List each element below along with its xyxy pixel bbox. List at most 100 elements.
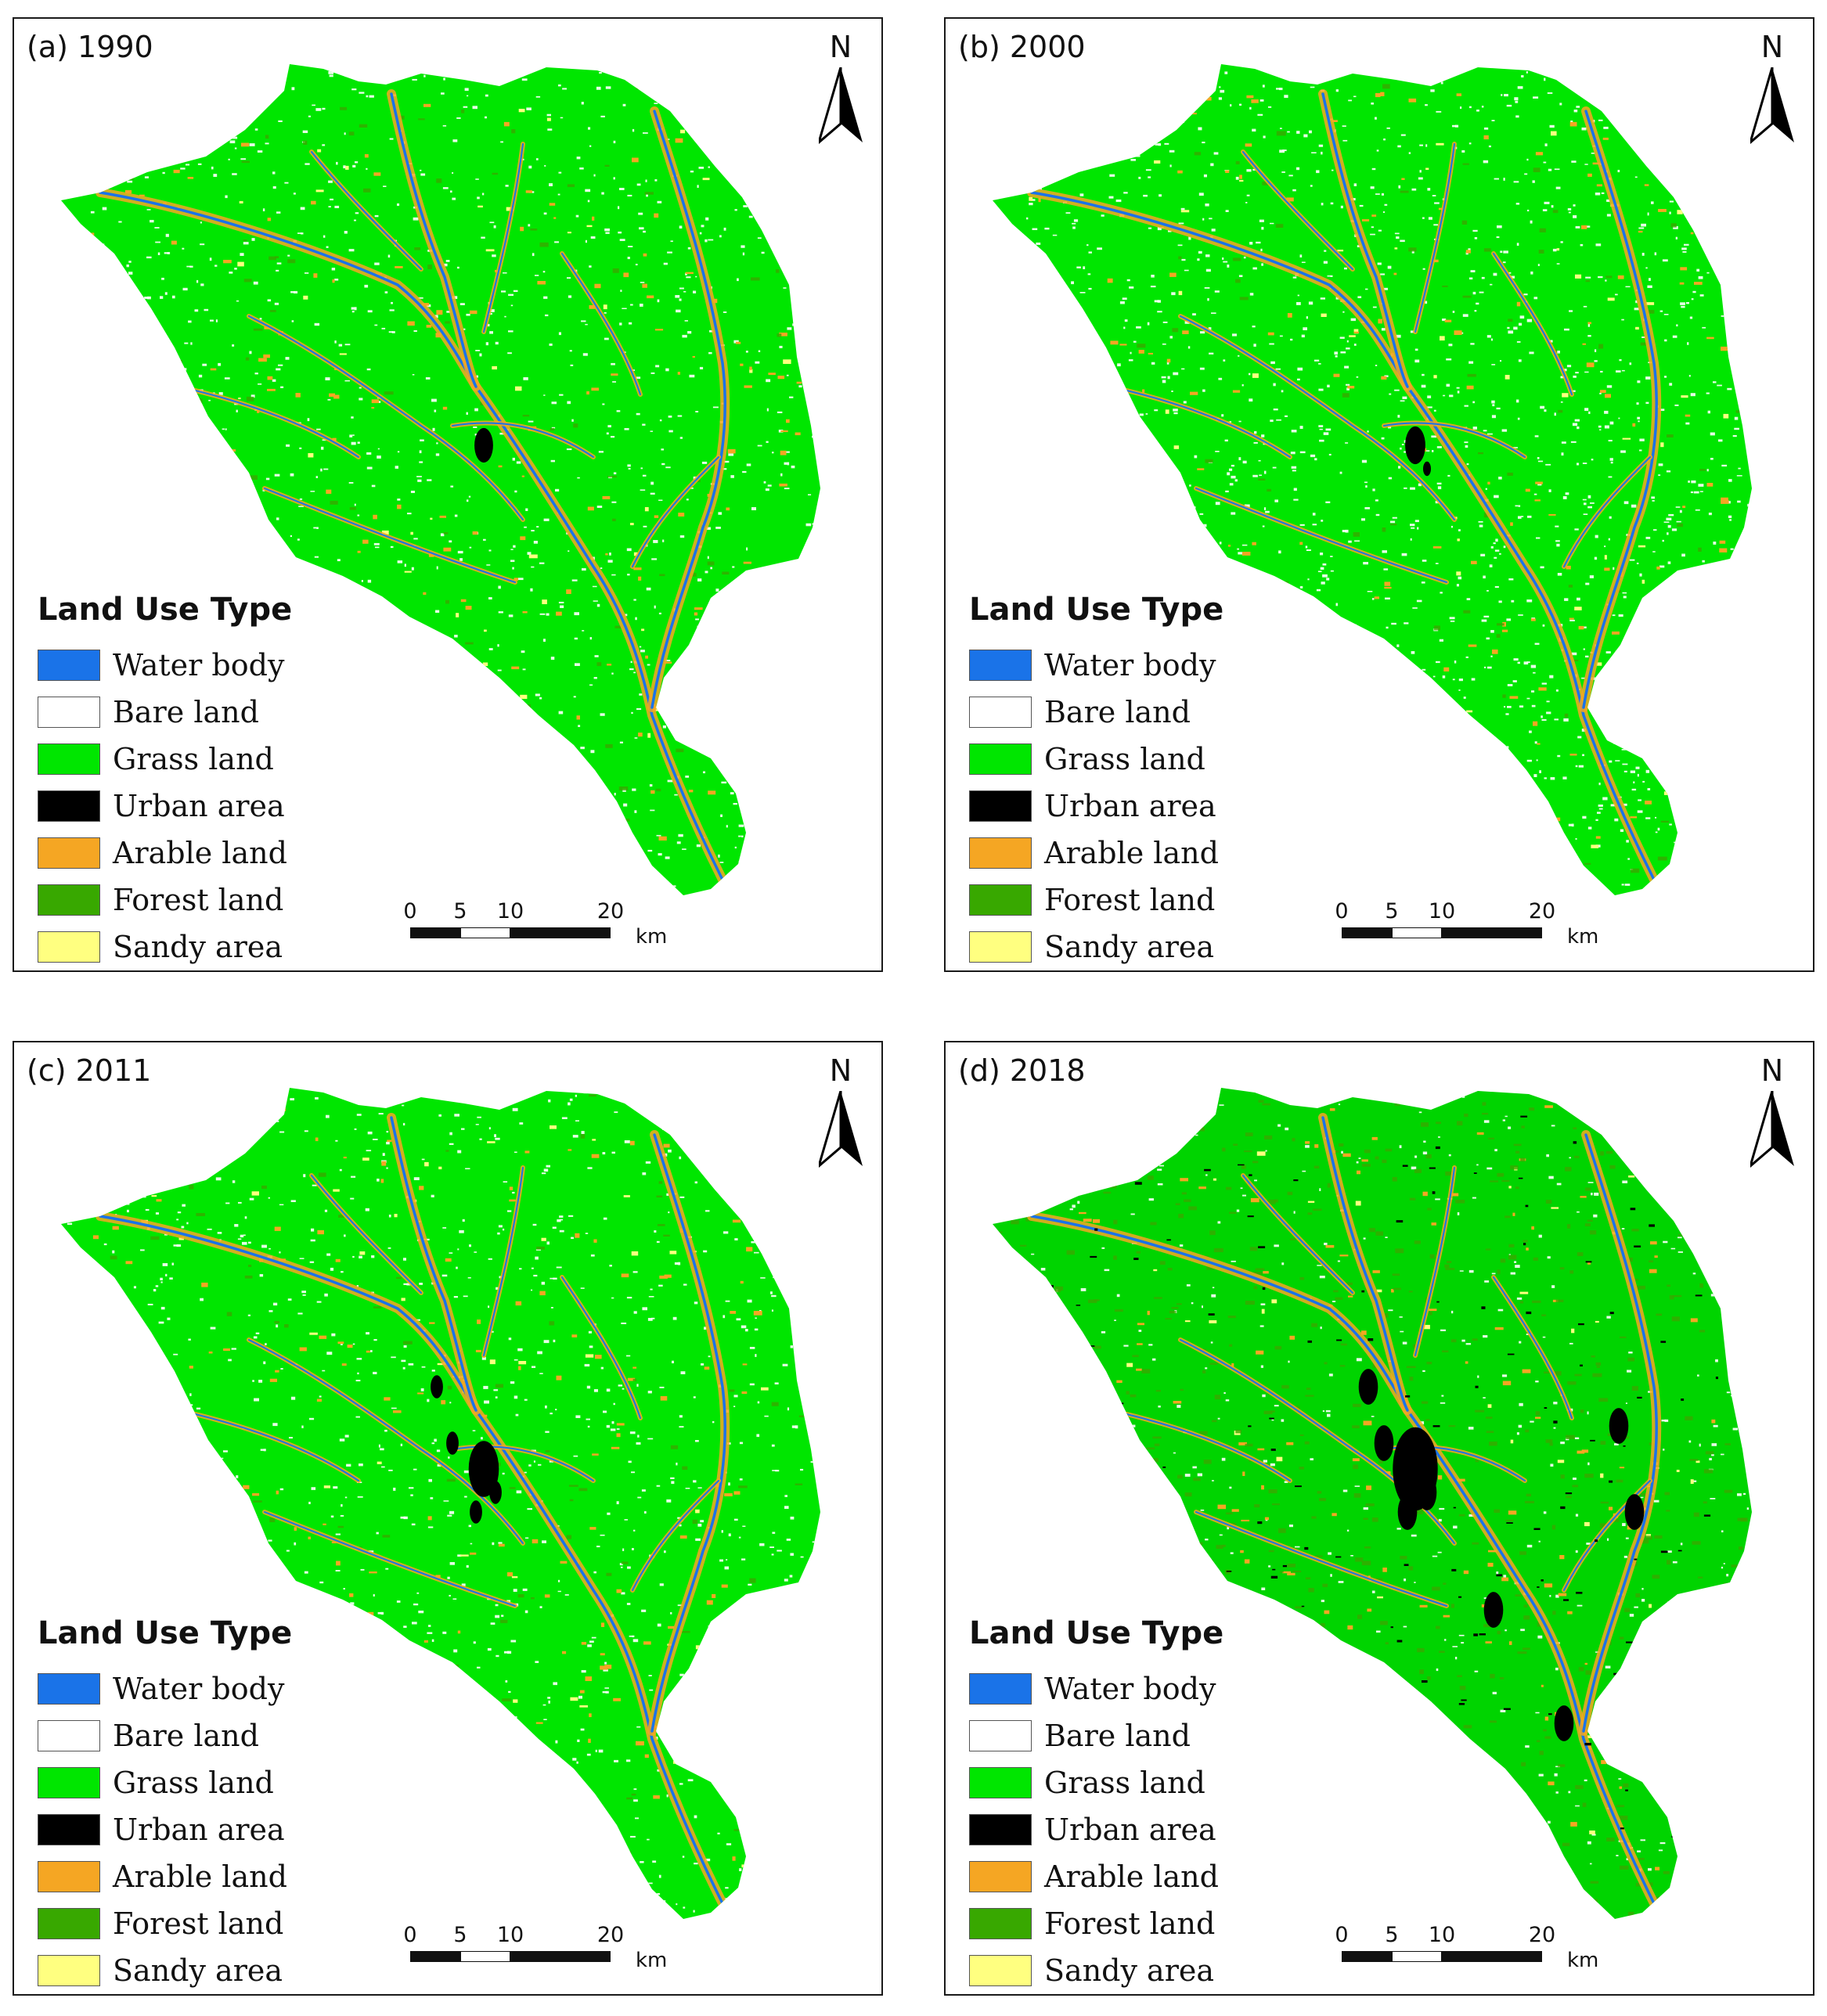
bare-land-patch [175,139,182,140]
arable-land-patch [1230,629,1235,635]
bare-land-patch [734,846,737,849]
bare-land-patch [1173,372,1179,376]
bare-land-patch [1493,65,1497,68]
bare-land-patch [1187,346,1191,349]
bare-land-patch [733,1518,738,1521]
bare-land-patch [1398,185,1401,189]
bare-land-patch [310,1753,315,1756]
bare-land-patch [648,1296,654,1298]
bare-land-patch [200,221,202,224]
bare-land-patch [1119,301,1125,304]
bare-land-patch [121,293,124,296]
bare-land-patch [104,520,109,523]
bare-land-patch [225,1202,230,1204]
bare-land-patch [165,539,168,542]
urban-area-patch [474,427,493,463]
bare-land-patch [149,1161,154,1164]
river-line [264,488,516,583]
bare-land-patch [242,1241,247,1245]
forest-land-patch [427,265,432,269]
arable-land-patch [232,449,236,452]
bare-land-patch [615,822,618,825]
arable-land-patch [1203,96,1212,101]
bare-land-patch [1252,128,1256,132]
bare-land-patch [495,1396,498,1399]
bare-land-patch [1256,846,1260,848]
forest-land-patch [1084,531,1094,536]
bare-land-patch [70,73,74,75]
bare-land-patch [1461,332,1464,334]
arable-land-patch [1587,322,1591,325]
forest-land-patch [242,103,246,106]
arable-land-patch [677,372,680,375]
bare-land-patch [1758,631,1760,634]
bare-land-patch [1608,538,1610,541]
bare-land-patch [802,265,808,268]
bare-land-patch [557,1590,561,1593]
bare-land-patch [998,415,1002,418]
bare-land-patch [285,357,290,360]
bare-land-patch [654,897,658,898]
bare-land-patch [826,406,831,409]
bare-land-patch [1236,865,1239,869]
bare-land-patch [1159,194,1162,197]
arable-land-patch [1342,696,1346,699]
bare-land-patch [982,434,986,437]
bare-land-patch [1086,124,1092,126]
bare-land-patch [1647,285,1652,288]
arable-land-patch [630,523,634,526]
bare-land-patch [670,1477,675,1479]
bare-land-patch [1616,370,1621,373]
forest-land-patch [1670,223,1677,228]
bare-land-patch [1584,164,1588,165]
bare-land-patch [697,625,699,628]
scale-unit: km [1567,925,1599,949]
bare-land-patch [1245,202,1248,203]
bare-land-patch [1282,626,1286,629]
bare-land-patch [432,427,435,431]
bare-land-patch [618,206,620,210]
arable-land-patch [706,687,714,690]
bare-land-patch [343,777,347,779]
bare-land-patch [546,59,551,63]
bare-land-patch [1057,128,1060,131]
arable-land-patch [1197,468,1205,470]
forest-land-patch [1051,425,1057,429]
bare-land-patch [776,102,780,104]
bare-land-patch [1468,277,1473,280]
forest-land-patch [1564,713,1569,718]
bare-land-patch [751,689,755,692]
bare-land-patch [1564,598,1569,601]
bare-land-patch [440,533,445,537]
bare-land-patch [136,1493,139,1497]
bare-land-patch [1118,454,1122,456]
arable-land-patch [420,844,424,848]
bare-land-patch [553,824,558,827]
bare-land-patch [479,353,482,357]
bare-land-patch [1545,463,1551,466]
bare-land-patch [450,485,454,488]
bare-land-patch [80,452,85,454]
bare-land-patch [1242,876,1245,879]
bare-land-patch [135,504,140,508]
bare-land-patch [93,269,95,272]
bare-land-patch [737,278,739,282]
bare-land-patch [215,1177,222,1181]
bare-land-patch [633,1897,636,1901]
bare-land-patch [76,546,81,549]
bare-land-patch [373,1139,378,1140]
bare-land-patch [1318,363,1321,365]
bare-land-patch [1551,205,1554,208]
bare-land-patch [1630,770,1635,773]
bare-land-patch [1457,70,1460,73]
bare-land-patch [314,556,319,558]
bare-land-patch [1534,741,1537,744]
bare-land-patch [1148,227,1152,229]
bare-land-patch [812,632,815,634]
bare-land-patch [1609,760,1613,763]
bare-land-patch [1717,898,1721,901]
bare-land-patch [1705,155,1711,157]
arable-land-patch [1454,330,1462,335]
bare-land-patch [1702,706,1704,707]
bare-land-patch [1215,502,1220,506]
